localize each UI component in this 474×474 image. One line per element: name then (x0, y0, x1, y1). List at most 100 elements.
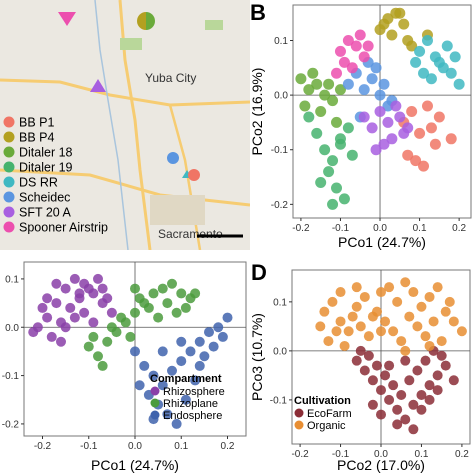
point-rhizoplane (153, 312, 164, 323)
point-ditaler-19 (323, 166, 335, 178)
point-endosphere (176, 336, 187, 347)
point-endosphere (157, 346, 168, 357)
point-ditaler-18 (323, 78, 335, 90)
point-sft-20-a (382, 116, 394, 128)
point-rhizoplane (167, 278, 177, 289)
legend-swatch-ecofarm (294, 408, 304, 418)
point-organic (412, 321, 423, 332)
point-rhizoplane (106, 322, 117, 333)
point-endosphere (130, 346, 140, 357)
point-scheidec (366, 73, 378, 85)
point-rhizoplane (88, 331, 99, 342)
point-rhizoplane (102, 336, 113, 347)
point-ditaler-19 (342, 122, 354, 134)
point-ditaler-18 (303, 84, 315, 96)
legend-label-ds-rr: DS RR (19, 176, 58, 190)
y-tick-label: 0.1 (274, 36, 288, 47)
point-rhizosphere (69, 312, 80, 323)
legend-swatch-endosphere (150, 410, 160, 420)
legend-title: Cultivation (294, 395, 351, 407)
point-ds-rr (418, 67, 430, 79)
point-organic (456, 326, 467, 337)
x-tick-label: 0.0 (128, 441, 142, 452)
point-spooner-airstrip (346, 62, 358, 74)
point-endosphere (217, 331, 228, 342)
legend-swatch-scheidec (3, 191, 15, 203)
point-rhizosphere (69, 273, 80, 284)
point-ecofarm (440, 360, 451, 371)
legend-label-spooner-airstrip: Spooner Airstrip (19, 221, 108, 235)
y-tick-label: -0.2 (271, 200, 289, 211)
point-organic (396, 336, 407, 347)
point-organic (347, 311, 358, 322)
point-ds-rr (433, 56, 445, 68)
point-organic (315, 321, 326, 332)
legend-swatch-spooner-airstrip (3, 221, 15, 233)
x-tick-label: 0.2 (455, 449, 469, 460)
point-organic (355, 321, 366, 332)
point-endosphere (180, 394, 191, 405)
point-ditaler-19 (315, 177, 327, 188)
point-endosphere (222, 312, 233, 323)
x-tick-label: -0.2 (34, 441, 52, 452)
site-marker-spooner-airstrip (58, 12, 76, 26)
legend-label-endosphere: Endosphere (163, 410, 222, 422)
point-organic (335, 316, 346, 327)
point-ditaler-18 (311, 78, 323, 90)
legend-swatch-ditaler-19 (3, 161, 15, 173)
point-ditaler-19 (338, 193, 350, 205)
point-organic (428, 316, 439, 327)
map-park (205, 20, 223, 30)
point-spooner-airstrip (331, 67, 343, 79)
legend-swatch-sft-20-a (3, 206, 15, 218)
point-organic (384, 282, 395, 293)
point-endosphere (194, 336, 205, 347)
legend-title: Compartment (150, 373, 222, 385)
point-rhizosphere (28, 327, 39, 338)
point-organic (444, 296, 455, 307)
point-ds-rr (445, 67, 457, 79)
point-rhizosphere (93, 273, 103, 284)
legend-swatch-rhizosphere (150, 386, 160, 396)
legend-swatch-bb-p4 (3, 131, 15, 143)
legend-label-scheidec: Scheidec (19, 191, 70, 205)
point-endosphere (162, 409, 173, 420)
point-sft-20-a (394, 111, 406, 123)
point-organic (363, 331, 374, 342)
point-sft-20-a (370, 144, 382, 156)
point-ditaler-18 (299, 100, 311, 112)
point-organic (371, 306, 382, 317)
point-sft-20-a (386, 133, 398, 145)
point-rhizoplane (134, 293, 145, 304)
point-rhizosphere (79, 307, 90, 318)
point-organic (392, 296, 403, 307)
point-ecofarm (363, 350, 374, 361)
point-spooner-airstrip (338, 56, 350, 68)
point-organic (408, 287, 419, 298)
point-ditaler-18 (307, 67, 319, 79)
point-ditaler-19 (327, 198, 339, 210)
legend-label-rhizoplane: Rhizoplane (163, 398, 218, 410)
point-rhizosphere (51, 278, 62, 289)
point-organic (432, 282, 443, 293)
point-ecofarm (424, 380, 435, 391)
point-organic (319, 306, 330, 317)
x-tick-label: 0.0 (374, 449, 388, 460)
point-ditaler-18 (331, 116, 343, 128)
x-tick-label: -0.1 (332, 449, 350, 460)
point-ds-rr (421, 35, 433, 46)
point-sft-20-a (366, 122, 378, 134)
point-organic (351, 282, 362, 293)
point-rhizoplane (162, 298, 173, 309)
point-bb-p4 (386, 29, 398, 41)
point-ecofarm (396, 389, 407, 400)
point-rhizosphere (97, 283, 108, 294)
point-ecofarm (432, 385, 443, 396)
point-ecofarm (355, 345, 366, 356)
x-tick-label: 0.1 (413, 223, 427, 234)
city-label: Yuba City (145, 71, 196, 85)
point-rhizoplane (176, 288, 187, 299)
point-spooner-airstrip (334, 45, 346, 57)
point-ecofarm (404, 375, 415, 386)
